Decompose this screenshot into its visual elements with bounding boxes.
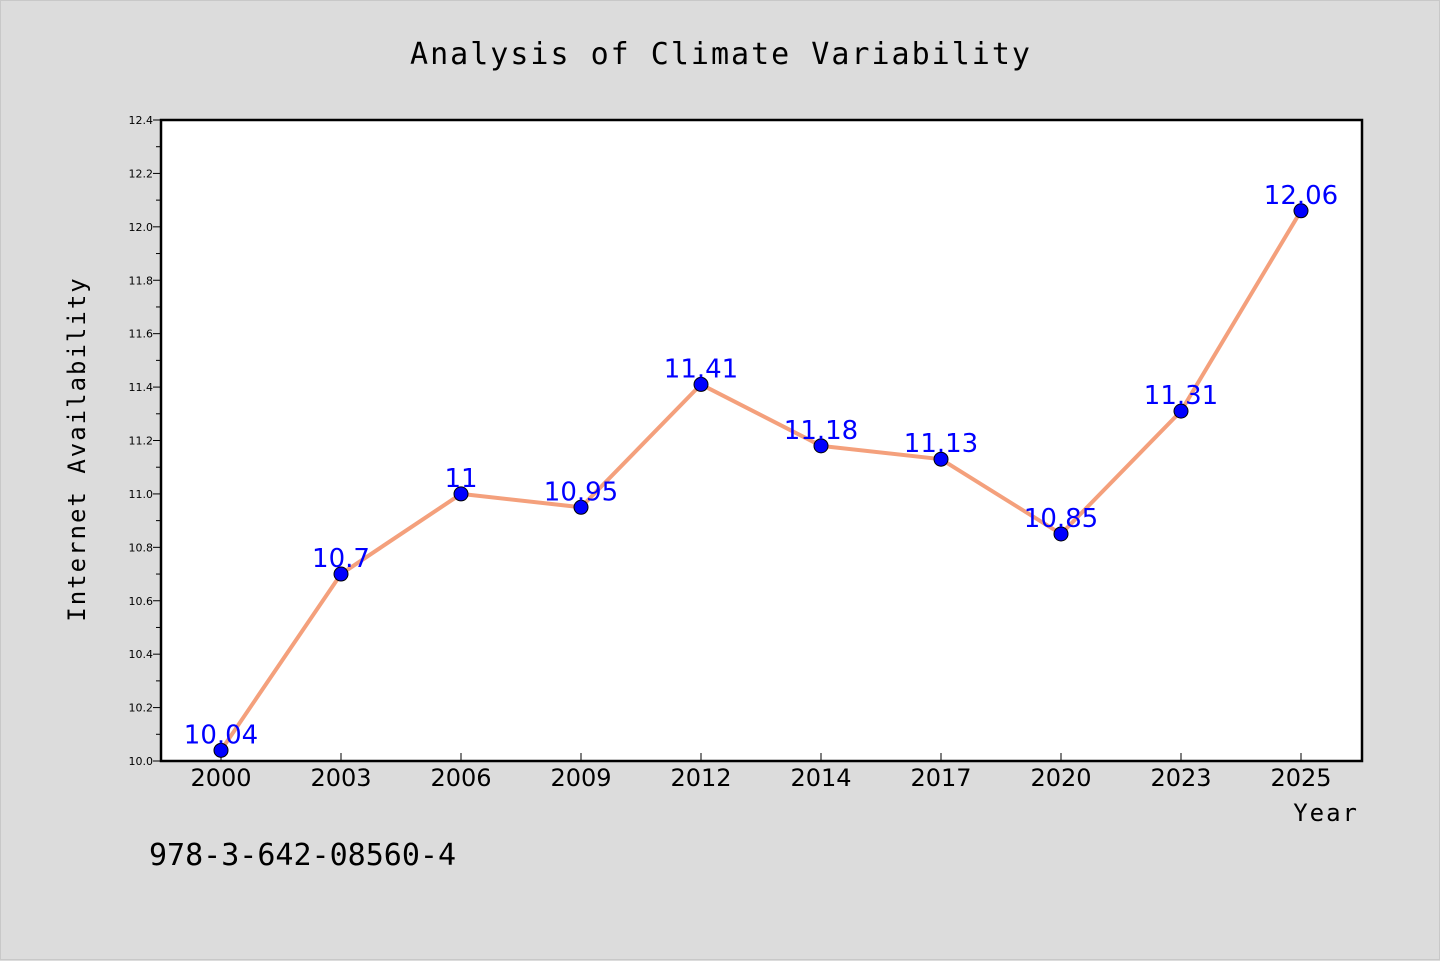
x-tick-label: 2006: [430, 764, 491, 792]
y-tick-label: 10.0: [129, 755, 154, 768]
x-tick-label: 2003: [310, 764, 371, 792]
x-tick-label: 2000: [190, 764, 251, 792]
y-tick-label: 11.2: [129, 435, 154, 448]
data-label: 10.95: [544, 477, 618, 507]
x-tick-label: 2009: [550, 764, 611, 792]
x-tick-label: 2014: [790, 764, 851, 792]
y-tick-label: 12.0: [129, 221, 154, 234]
y-axis: 10.0 10.2 10.4 10.6 10.8 11.0 11.2 11.4 11.6 11.8…: [129, 114, 161, 768]
y-tick-label: 12.4: [129, 114, 154, 127]
y-tick-label: 10.8: [129, 541, 154, 554]
data-point: [1053, 526, 1069, 542]
x-tick-label: 2020: [1030, 764, 1091, 792]
x-tick-label: 2017: [910, 764, 971, 792]
y-tick-label: 11.6: [129, 328, 154, 341]
data-label: 11.31: [1144, 381, 1218, 411]
data-point: [693, 376, 709, 392]
y-axis-label: Internet Availability: [63, 276, 91, 621]
isbn-annotation: 978-3-642-08560-4: [149, 838, 456, 873]
series-markers: [213, 203, 1309, 758]
data-point: [1173, 403, 1189, 419]
data-labels: 10.04 10.7 11 10.95 11.41 11.18 11.13 10.85 11.3…: [184, 181, 1338, 751]
data-point: [573, 499, 589, 515]
data-label: 10.7: [312, 544, 370, 574]
series-line: [219, 209, 1303, 752]
data-point: [933, 451, 949, 467]
chart-title: Analysis of Climate Variability: [410, 37, 1032, 72]
y-tick-label: 12.2: [129, 167, 154, 180]
data-point: [1293, 203, 1309, 219]
plot-area: [159, 118, 1364, 763]
y-tick-label: 11.8: [129, 274, 154, 287]
data-label: 11.41: [664, 354, 738, 384]
data-point: [453, 486, 469, 502]
data-point: [213, 742, 229, 758]
y-tick-label: 10.2: [129, 702, 154, 715]
data-label: 10.85: [1024, 504, 1098, 534]
y-tick-label: 10.4: [129, 648, 154, 661]
x-tick-label: 2023: [1150, 764, 1211, 792]
data-label: 10.04: [184, 720, 258, 750]
data-point: [333, 566, 349, 582]
y-tick-label: 11.4: [129, 381, 154, 394]
y-tick-label: 10.6: [129, 595, 154, 608]
data-label: 11.18: [784, 416, 858, 446]
data-point: [813, 438, 829, 454]
data-label: 11.13: [904, 429, 978, 459]
x-axis-label: Year: [1293, 799, 1359, 827]
x-axis: 2000 2003 2006 2009 2012 2014 2017 2020 2023 2025: [190, 753, 1332, 792]
data-label: 11: [444, 464, 477, 494]
y-tick-label: 11.0: [129, 488, 154, 501]
x-tick-label: 2025: [1270, 764, 1331, 792]
x-tick-label: 2012: [670, 764, 731, 792]
data-label: 12.06: [1264, 181, 1338, 211]
